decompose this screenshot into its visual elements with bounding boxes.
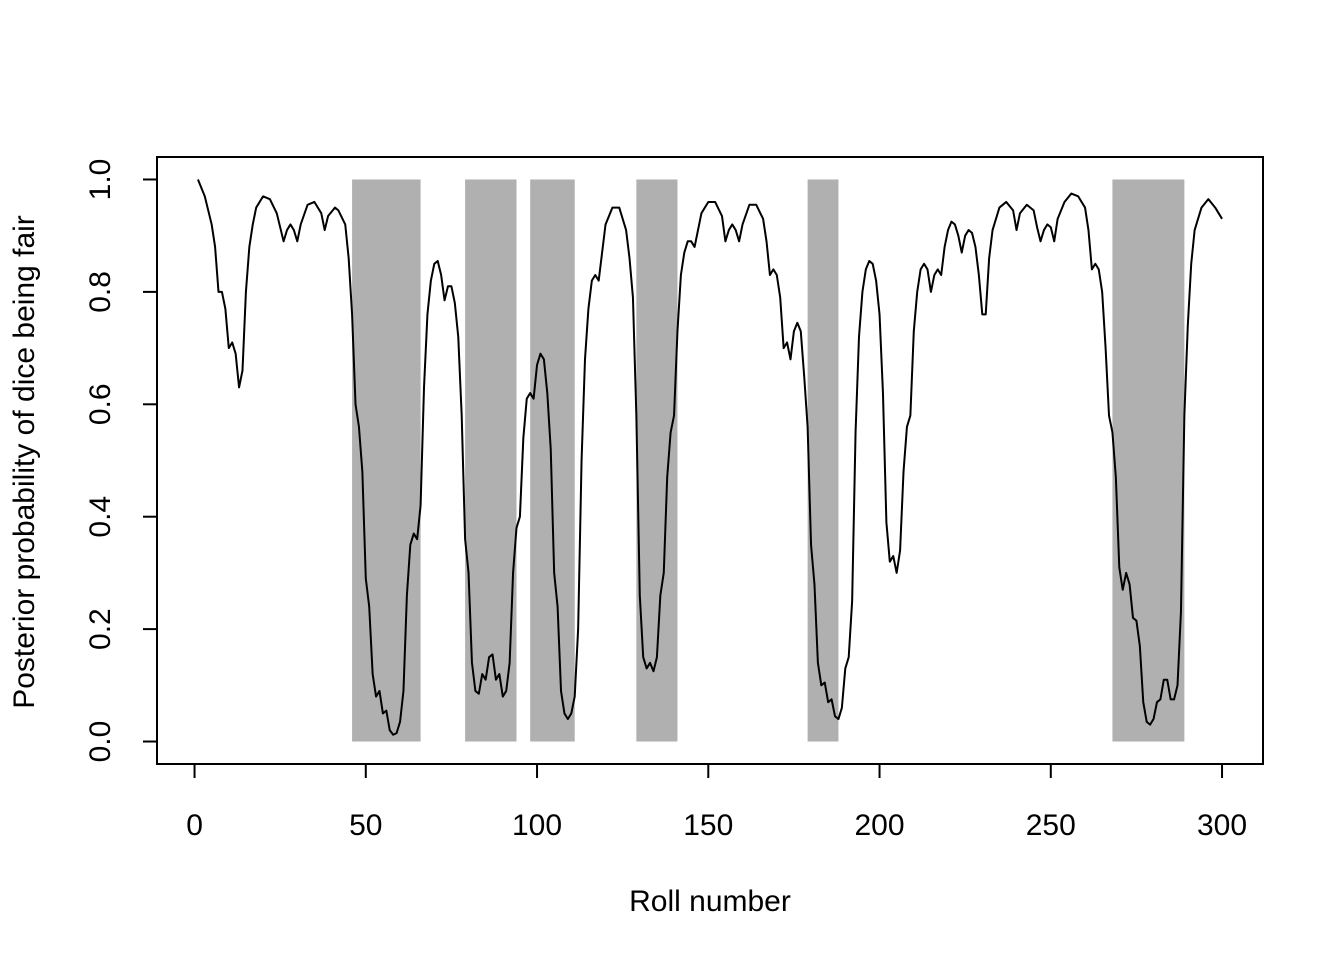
y-tick-label: 0.6 <box>84 383 117 425</box>
shaded-region <box>465 179 517 742</box>
x-tick-label: 250 <box>1026 809 1076 842</box>
y-tick-label: 0.8 <box>84 271 117 313</box>
y-tick-label: 0.2 <box>84 608 117 650</box>
x-tick-label: 200 <box>855 809 905 842</box>
shaded-region <box>530 179 575 742</box>
x-axis-label: Roll number <box>629 885 791 918</box>
x-tick-label: 300 <box>1197 809 1247 842</box>
x-tick-label: 50 <box>349 809 382 842</box>
y-tick-label: 1.0 <box>84 159 117 201</box>
x-tick-label: 0 <box>186 809 203 842</box>
y-tick-label: 0.0 <box>84 721 117 763</box>
y-axis-label: Posterior probability of dice being fair <box>8 215 41 709</box>
y-tick-label: 0.4 <box>84 496 117 538</box>
shaded-region <box>807 179 839 742</box>
x-tick-label: 100 <box>512 809 562 842</box>
plot-frame <box>156 156 1264 765</box>
data-line <box>197 179 1223 736</box>
x-tick-label: 150 <box>683 809 733 842</box>
shaded-region <box>1112 179 1185 742</box>
shaded-region <box>352 179 421 742</box>
